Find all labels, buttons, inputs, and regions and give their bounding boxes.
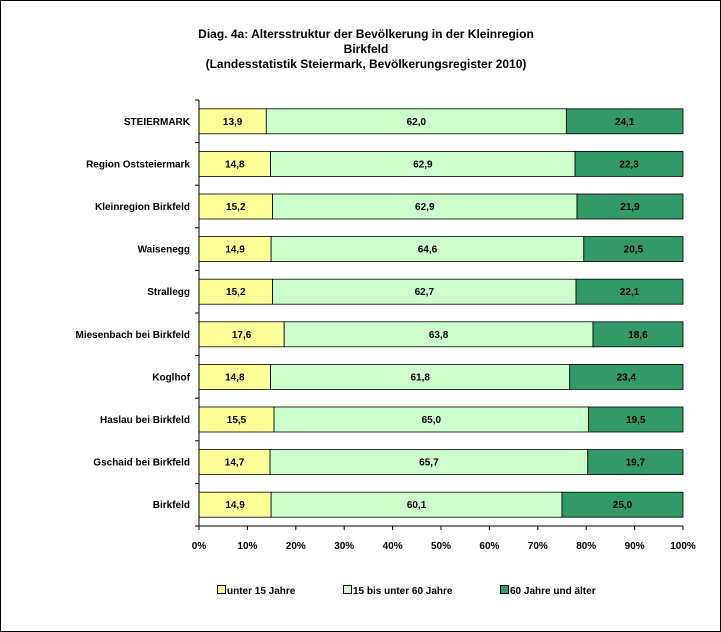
data-label: 63,8	[429, 330, 449, 341]
x-tick-label: 80%	[576, 541, 596, 552]
bar-segment	[574, 150, 684, 177]
bar-segment	[270, 363, 571, 390]
x-tick-label: 90%	[625, 541, 645, 552]
category-label: Miesenbach bei Birkfeld	[76, 330, 190, 341]
category-label: Birkfeld	[153, 500, 190, 511]
category-label: Gschaid bei Birkfeld	[93, 458, 190, 469]
x-tick-label: 0%	[192, 541, 207, 552]
chart-title-line-2: Birkfeld	[343, 42, 389, 56]
x-tick-label: 40%	[383, 541, 403, 552]
bar-segment	[272, 278, 577, 305]
chart-title-line-3: (Landesstatistik Steiermark, Bevölkerung…	[205, 57, 527, 71]
legend-item-15-bis-60: 15 bis unter 60 Jahre	[343, 585, 453, 597]
data-label: 25,0	[613, 500, 633, 511]
bar-segment	[198, 491, 272, 518]
data-label: 22,1	[620, 287, 640, 298]
legend-swatch-unter-15	[217, 585, 226, 594]
data-label: 19,5	[626, 415, 646, 426]
x-tick-label: 50%	[431, 541, 451, 552]
bar-segment	[198, 108, 267, 135]
data-label: 22,3	[619, 159, 639, 170]
bar-segment	[198, 321, 285, 348]
bar-segment	[588, 406, 684, 433]
legend-label-15-bis-60: 15 bis unter 60 Jahre	[353, 586, 453, 597]
chart-title: Diag. 4a: Altersstruktur der Bevölkerung…	[151, 27, 581, 72]
x-tick-label: 20%	[286, 541, 306, 552]
data-label: 18,6	[628, 330, 648, 341]
legend-label-unter-15: unter 15 Jahre	[227, 586, 296, 597]
x-tick-label: 70%	[528, 541, 548, 552]
legend-label-60-plus: 60 Jahre und älter	[510, 586, 596, 597]
category-label: Haslau bei Birkfeld	[100, 415, 190, 426]
data-label: 60,1	[407, 500, 427, 511]
bar-segment	[198, 449, 271, 476]
x-tick-label: 10%	[237, 541, 257, 552]
data-label: 15,2	[226, 202, 246, 213]
bar-segment	[583, 236, 684, 263]
data-label: 61,8	[410, 372, 430, 383]
x-tick-label: 30%	[334, 541, 354, 552]
bar-segment	[569, 363, 684, 390]
legend-item-60-plus: 60 Jahre und älter	[500, 585, 596, 597]
data-label: 64,6	[418, 245, 438, 256]
data-label: 13,9	[223, 117, 243, 128]
data-label: 24,1	[615, 117, 635, 128]
bar-segment	[269, 449, 589, 476]
category-label: Kleinregion Birkfeld	[95, 202, 190, 213]
data-label: 62,9	[413, 159, 433, 170]
bar-segment	[198, 406, 275, 433]
bar-segment	[587, 449, 684, 476]
category-label: Region Oststeiermark	[86, 159, 190, 170]
data-label: 14,9	[225, 245, 245, 256]
data-label: 65,7	[419, 458, 439, 469]
data-label: 62,9	[415, 202, 435, 213]
bar-segment	[198, 363, 272, 390]
bar-segment	[561, 491, 684, 518]
bar-segment	[565, 108, 684, 135]
bar-segment	[270, 150, 576, 177]
data-label: 62,0	[407, 117, 427, 128]
bar-segment	[575, 278, 684, 305]
bar-segment	[265, 108, 567, 135]
legend-swatch-15-bis-60	[343, 585, 352, 594]
category-label: Koglhof	[152, 372, 190, 383]
data-label: 14,7	[225, 458, 245, 469]
data-label: 14,8	[225, 159, 245, 170]
category-label: Waisenegg	[138, 245, 190, 256]
data-label: 23,4	[617, 372, 637, 383]
data-label: 15,5	[227, 415, 247, 426]
data-label: 21,9	[620, 202, 640, 213]
bar-segment	[270, 491, 563, 518]
bar-segment	[592, 321, 684, 348]
category-label: Strallegg	[147, 287, 190, 298]
category-label: STEIERMARK	[124, 117, 191, 128]
bar-segment	[198, 150, 272, 177]
bar-segment	[576, 193, 684, 220]
data-label: 17,6	[232, 330, 252, 341]
x-tick-label: 100%	[670, 541, 696, 552]
data-label: 62,7	[415, 287, 435, 298]
data-label: 19,7	[626, 458, 646, 469]
data-label: 15,2	[226, 287, 246, 298]
data-label: 20,5	[624, 245, 644, 256]
data-label: 14,9	[225, 500, 245, 511]
x-tick-label: 60%	[479, 541, 499, 552]
data-label: 65,0	[422, 415, 442, 426]
data-label: 14,8	[225, 372, 245, 383]
bar-segment	[270, 236, 585, 263]
bar-segment	[283, 321, 594, 348]
legend-item-unter-15: unter 15 Jahre	[217, 585, 295, 597]
legend-swatch-60-plus	[500, 585, 509, 594]
chart-title-line-1: Diag. 4a: Altersstruktur der Bevölkerung…	[198, 27, 534, 41]
